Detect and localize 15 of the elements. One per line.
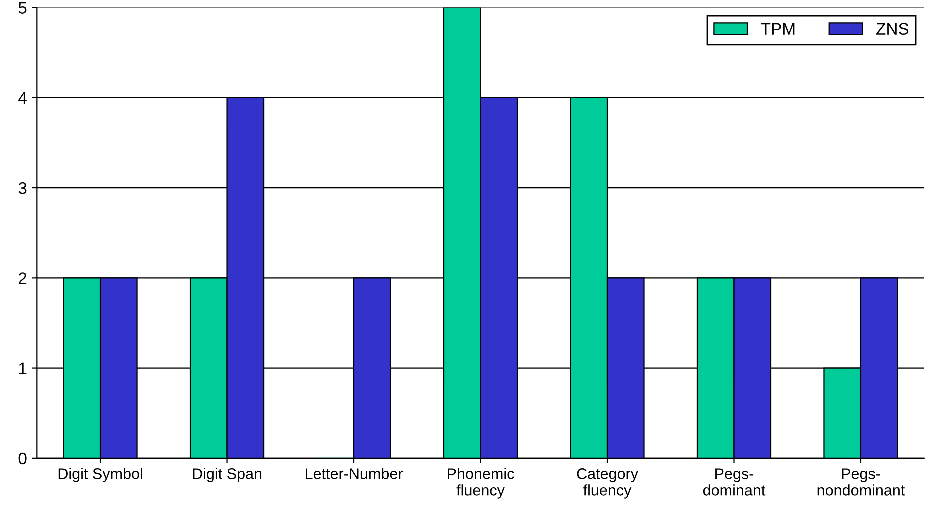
x-tick-label: Letter-Number [306, 468, 404, 480]
x-tick-label: Category fluency [577, 468, 638, 499]
x-tick-label: Pegs- dominant [703, 468, 766, 496]
x-tick-label: Phonemic fluency [448, 468, 514, 499]
legend-label: TPM [761, 23, 795, 35]
y-tick-label: 2 [19, 272, 27, 284]
y-tick-label: 0 [18, 452, 27, 465]
legend-label: ZNS [876, 23, 909, 36]
x-tick-label: Digit Span [193, 468, 262, 482]
y-tick-label: 1 [19, 362, 27, 374]
y-tick-label: 5 [18, 2, 27, 14]
y-tick-label: 3 [18, 182, 27, 194]
x-tick-label: Pegs- nondominant [818, 468, 906, 496]
y-tick-label: 4 [18, 92, 27, 104]
x-tick-label: Digit Symbol [58, 468, 142, 482]
